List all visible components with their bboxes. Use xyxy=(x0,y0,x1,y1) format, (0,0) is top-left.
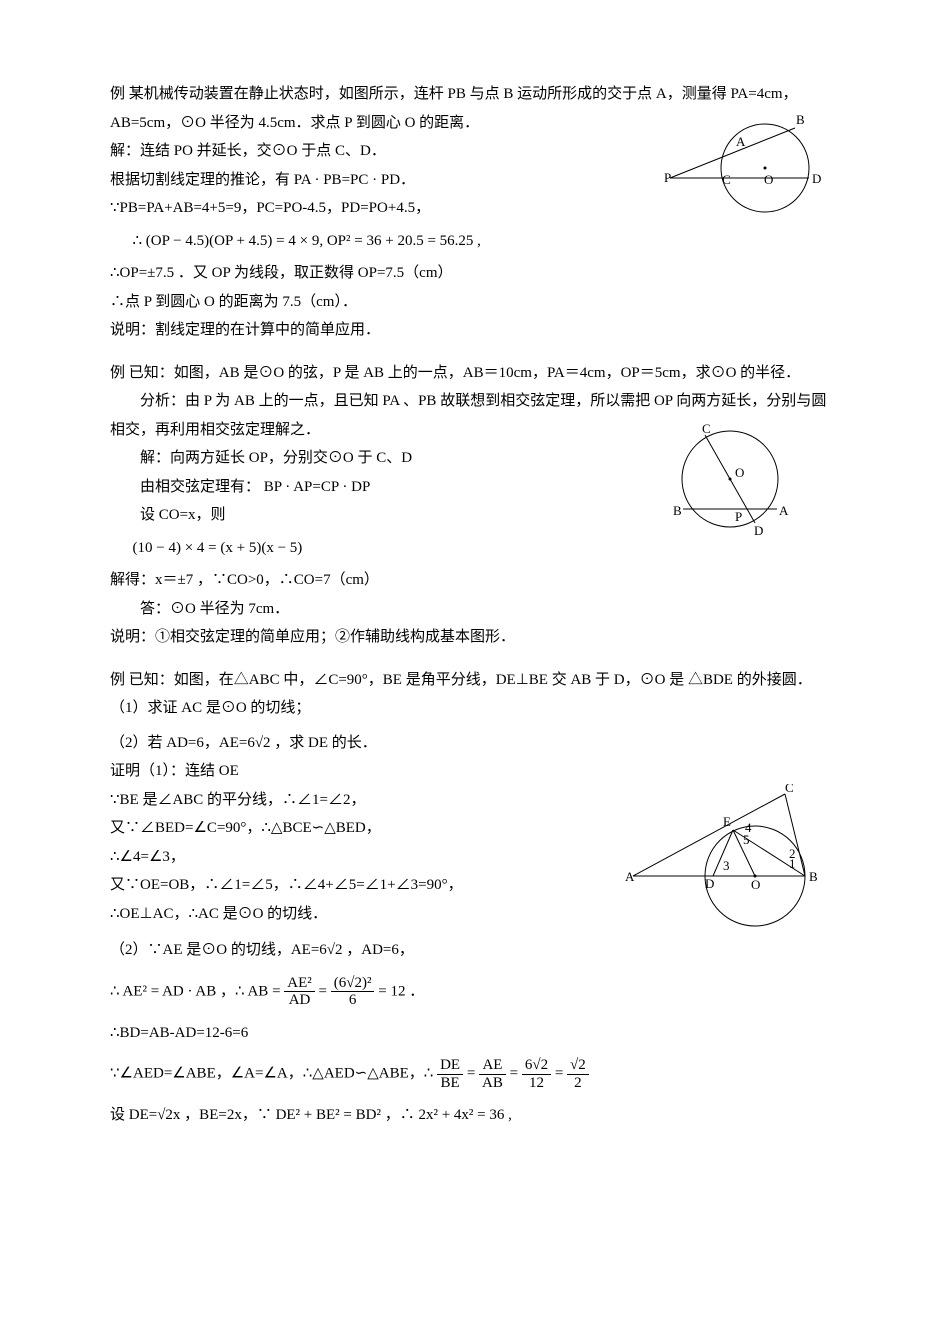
ex1-line7: ∴点 P 到圆心 O 的距离为 7.5（cm）． xyxy=(110,288,835,317)
f13n1: DE xyxy=(437,1057,463,1075)
ex3-line12: ∴BD=AB-AD=12-6=6 xyxy=(110,1019,835,1048)
fig2-svg: C O B P A D xyxy=(655,419,805,549)
fig1-svg: P C O D A B xyxy=(660,106,835,226)
f13d1: BE xyxy=(437,1075,463,1092)
f13n2: AE xyxy=(479,1057,506,1075)
ex2-line9: 说明：①相交弦定理的简单应用；②作辅助线构成基本图形． xyxy=(110,623,835,652)
fig2-B: B xyxy=(673,503,682,518)
fig3-A: A xyxy=(625,869,635,884)
fig1-D: D xyxy=(812,171,821,186)
fig2-O: O xyxy=(735,465,744,480)
fig2-A: A xyxy=(779,503,789,518)
fig3-D: D xyxy=(705,876,714,891)
fig3-2: 2 xyxy=(789,846,796,861)
figure-2: C O B P A D xyxy=(655,419,805,560)
fig1-A: A xyxy=(736,134,746,149)
ex3-line11: ∴ AE² = AD · AB ，∴ AB = AE² AD = (6√2)² … xyxy=(110,975,835,1009)
figure-1: P C O D A B xyxy=(660,106,835,237)
frac-ae-ab: AE AB xyxy=(479,1057,506,1091)
ex3-line2: （1）求证 AC 是⊙O 的切线； xyxy=(110,694,835,723)
f13d3: 12 xyxy=(522,1075,551,1092)
fig3-5: 5 xyxy=(743,832,750,847)
fig3-E: E xyxy=(723,814,731,829)
frac-n1: AE² xyxy=(284,975,315,993)
ex3-11b: = 12 ． xyxy=(378,983,424,999)
f13n3: 6√2 xyxy=(522,1057,551,1075)
frac-d2: 6 xyxy=(331,992,375,1009)
frac-6r2-12: 6√2 12 xyxy=(522,1057,551,1091)
example-1: P C O D A B 例 某机械传动装置在静止状态时，如图所示，连杆 PB 与… xyxy=(110,80,835,345)
fig1-B: B xyxy=(796,112,805,127)
frac-d1: AD xyxy=(284,992,315,1009)
example-3: A B C D E O 1 2 3 4 5 例 已知：如图，在△ABC 中，∠C… xyxy=(110,666,835,1130)
fig2-C: C xyxy=(702,421,711,436)
fig1-O: O xyxy=(764,172,773,187)
f13d4: 2 xyxy=(567,1075,589,1092)
fig3-B: B xyxy=(809,869,818,884)
fig1-P: P xyxy=(664,170,671,185)
ex3-line14: 设 DE=√2x ，BE=2x，∵ DE² + BE² = BD² ，∴ 2x²… xyxy=(110,1101,835,1130)
fig2-P: P xyxy=(735,509,742,524)
ex3-13a: ∵∠AED=∠ABE，∠A=∠A，∴△AED∽△ABE，∴ xyxy=(110,1065,437,1081)
example-2: C O B P A D 例 已知：如图，AB 是⊙O 的弦，P 是 AB 上的一… xyxy=(110,359,835,652)
fig1-C: C xyxy=(722,172,731,187)
ex3-line1: 例 已知：如图，在△ABC 中，∠C=90°，BE 是角平分线，DE⊥BE 交 … xyxy=(110,666,835,695)
f13n4: √2 xyxy=(567,1057,589,1075)
frac-n2: (6√2)² xyxy=(331,975,375,993)
fig3-svg: A B C D E O 1 2 3 4 5 xyxy=(625,784,835,934)
ex2-line7: 解得：x＝±7 ，∵CO>0，∴CO=7（cm） xyxy=(110,566,835,595)
fig2-D: D xyxy=(754,523,763,538)
frac-6r2-6: (6√2)² 6 xyxy=(331,975,375,1009)
ex3-line3: （2）若 AD=6，AE=6√2 ，求 DE 的长． xyxy=(110,729,835,758)
ex2-line1: 例 已知：如图，AB 是⊙O 的弦，P 是 AB 上的一点，AB＝10cm，PA… xyxy=(110,359,835,388)
ex2-line8: 答：⊙O 半径为 7cm． xyxy=(110,595,835,624)
ex3-11a: ∴ AE² = AD · AB ，∴ AB = xyxy=(110,983,284,999)
frac-r2-2: √2 2 xyxy=(567,1057,589,1091)
ex3-line4: 证明（1）：连结 OE xyxy=(110,757,835,786)
fig3-3: 3 xyxy=(723,858,730,873)
ex3-line13: ∵∠AED=∠ABE，∠A=∠A，∴△AED∽△ABE，∴ DE BE = AE… xyxy=(110,1057,835,1091)
f13d2: AB xyxy=(479,1075,506,1092)
frac-ae2-ad: AE² AD xyxy=(284,975,315,1009)
figure-3: A B C D E O 1 2 3 4 5 xyxy=(625,784,835,945)
fig3-C: C xyxy=(785,784,794,795)
ex1-line8: 说明：割线定理的在计算中的简单应用． xyxy=(110,316,835,345)
fig3-O: O xyxy=(751,877,760,892)
ex1-line6: ∴OP=±7.5 ．又 OP 为线段，取正数得 OP=7.5（cm） xyxy=(110,259,835,288)
frac-de-be: DE BE xyxy=(437,1057,463,1091)
